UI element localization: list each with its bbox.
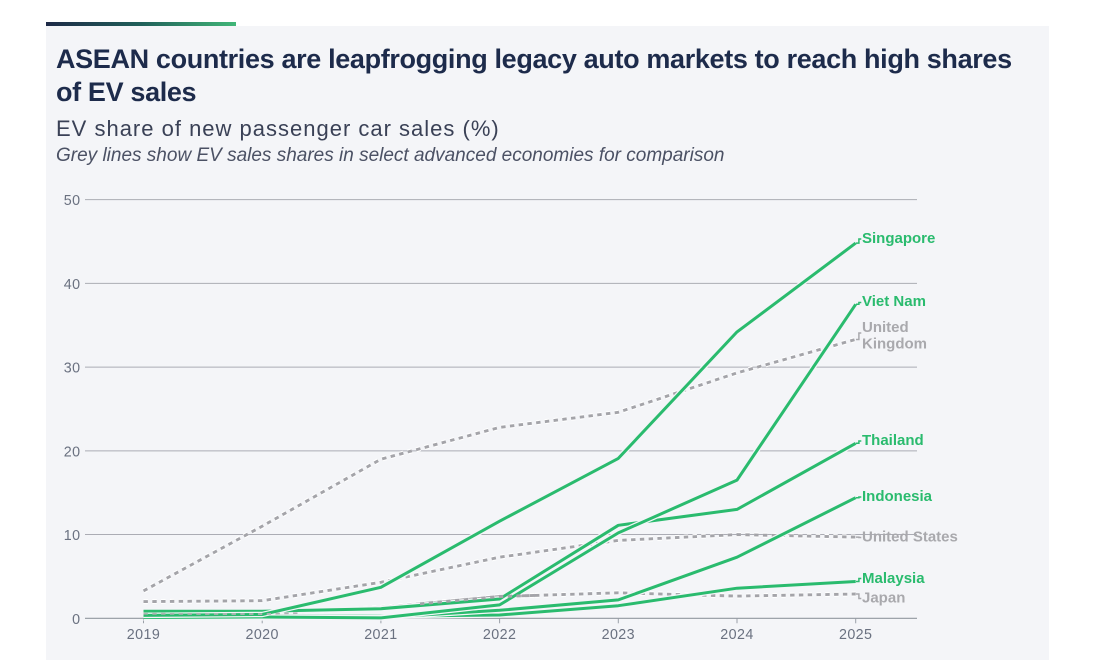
svg-text:2022: 2022 xyxy=(483,627,516,643)
svg-text:Singapore: Singapore xyxy=(862,230,935,247)
svg-text:2024: 2024 xyxy=(720,627,753,643)
svg-text:50: 50 xyxy=(64,193,81,209)
svg-text:40: 40 xyxy=(64,277,81,293)
svg-text:Viet Nam: Viet Nam xyxy=(862,293,926,310)
svg-text:Kingdom: Kingdom xyxy=(862,336,927,353)
svg-text:Indonesia: Indonesia xyxy=(862,488,933,505)
svg-text:2019: 2019 xyxy=(127,627,160,643)
svg-text:2021: 2021 xyxy=(364,627,397,643)
svg-text:2025: 2025 xyxy=(839,627,872,643)
svg-text:0: 0 xyxy=(72,612,80,628)
svg-text:Japan: Japan xyxy=(862,590,905,607)
svg-text:United: United xyxy=(862,319,909,336)
svg-text:Thailand: Thailand xyxy=(862,432,924,449)
svg-text:2020: 2020 xyxy=(245,627,278,643)
svg-text:2023: 2023 xyxy=(602,627,635,643)
svg-text:Malaysia: Malaysia xyxy=(862,570,925,587)
svg-text:20: 20 xyxy=(64,444,81,460)
svg-text:United States: United States xyxy=(862,529,958,546)
svg-text:30: 30 xyxy=(64,361,81,377)
svg-text:10: 10 xyxy=(64,528,81,544)
